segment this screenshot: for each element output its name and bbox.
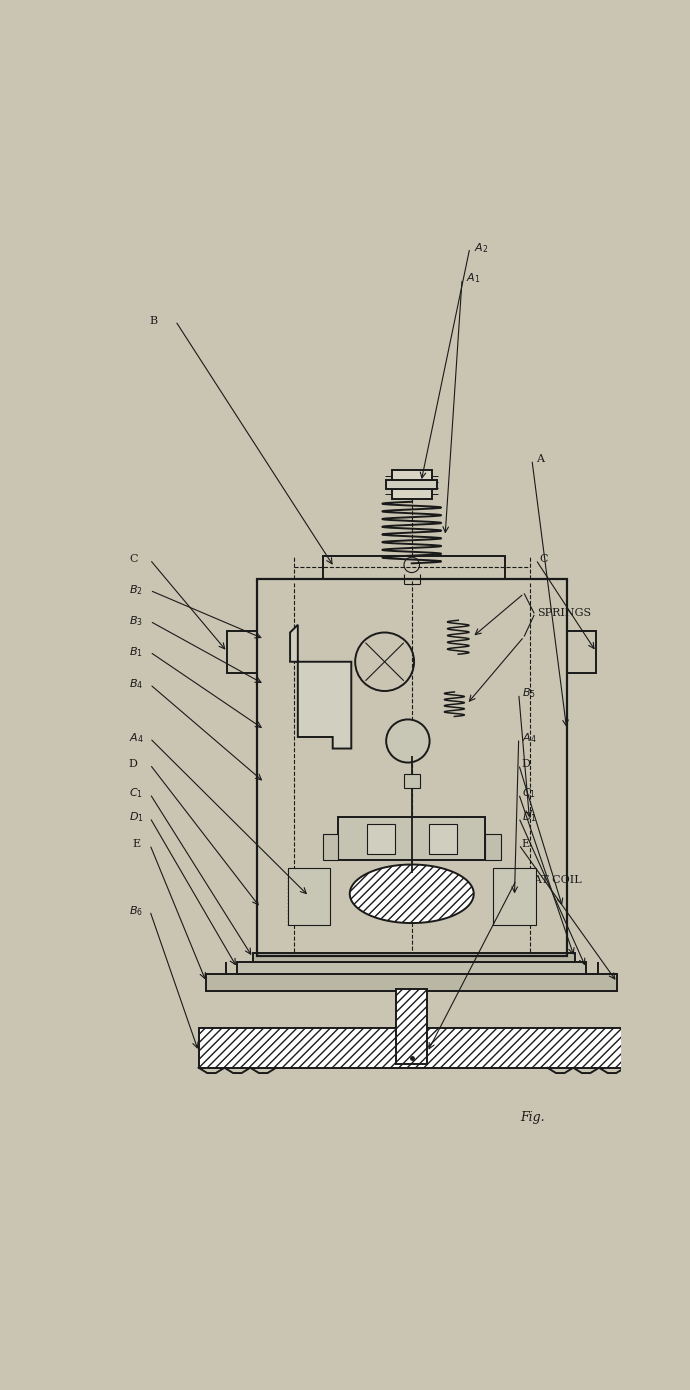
Circle shape [386,720,430,763]
Text: D: D [522,759,531,769]
Text: $C_1$: $C_1$ [522,787,536,801]
Bar [392,470,432,481]
Text: $A_1$: $A_1$ [466,271,480,285]
Bar [428,824,457,853]
Bar [323,834,338,860]
Text: B: B [150,316,158,325]
Bar [338,817,485,860]
Bar [367,824,395,853]
Text: $A_4$: $A_4$ [129,731,144,745]
Bar [227,631,257,673]
Text: E: E [132,840,141,849]
Text: $A_4$: $A_4$ [522,731,537,745]
Polygon shape [290,624,351,749]
Text: Fig.: Fig. [520,1111,545,1125]
Bar [253,954,575,962]
Text: D: D [129,759,138,769]
Text: HEAT COIL: HEAT COIL [516,874,582,885]
Text: $B_4$: $B_4$ [129,677,143,691]
Text: $B_1$: $B_1$ [129,645,143,659]
Text: $B_2$: $B_2$ [129,584,143,598]
Text: E: E [522,840,530,849]
Text: $D_1$: $D_1$ [522,810,537,824]
Bar [206,974,617,991]
Bar [396,990,427,1063]
Text: $D_1$: $D_1$ [129,810,144,824]
Text: $B_5$: $B_5$ [522,687,535,701]
Text: C: C [129,555,137,564]
Text: $C_1$: $C_1$ [129,787,143,801]
Text: $B_6$: $B_6$ [129,904,143,917]
Bar [392,489,432,499]
Bar [566,631,596,673]
Bar [237,962,586,974]
Polygon shape [350,865,474,923]
Bar [485,834,501,860]
Text: SPRINGS: SPRINGS [538,609,591,619]
Bar [257,578,566,956]
Bar [386,481,437,489]
Bar [404,774,420,788]
Bar [199,1027,625,1068]
Bar [493,867,535,926]
Text: $B_3$: $B_3$ [129,614,143,628]
Text: A: A [535,455,544,464]
Text: C: C [540,555,548,564]
Text: $A_2$: $A_2$ [474,240,488,254]
Bar [288,867,331,926]
Bar [323,556,505,578]
